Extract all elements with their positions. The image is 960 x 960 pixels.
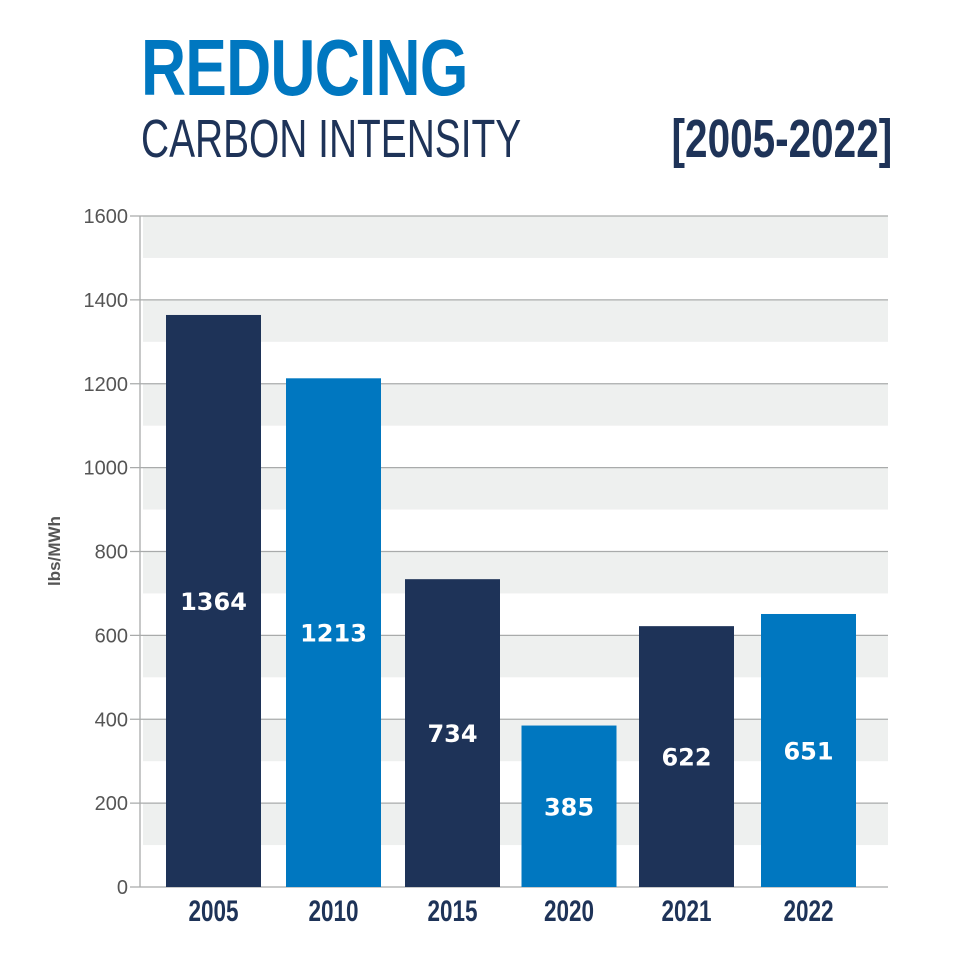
x-tick-label-2015: 2015 [427, 894, 477, 928]
data-label-2022: 651 [783, 737, 833, 765]
bar-2021 [639, 626, 734, 887]
chart-period: [2005-2022] [671, 109, 892, 169]
chart-title: REDUCING [141, 23, 468, 112]
data-label-2020: 385 [544, 793, 594, 821]
x-tick-label-2020: 2020 [544, 894, 594, 928]
bar-2005 [166, 314, 261, 887]
grid-band [143, 383, 888, 426]
grid-band [143, 467, 888, 510]
bar-2010 [286, 378, 381, 887]
data-label-2015: 734 [427, 720, 477, 748]
grid-band [143, 551, 888, 594]
chart-subtitle: CARBON INTENSITY [141, 109, 522, 169]
x-tick-label-2021: 2021 [661, 894, 711, 928]
x-tick-label-2022: 2022 [783, 894, 833, 928]
grid-band [143, 299, 888, 342]
y-axis-label: lbs/MWh [45, 516, 64, 586]
bar-2020 [521, 725, 617, 887]
y-tick-label: 1000 [84, 458, 129, 480]
y-tick-label: 600 [95, 625, 128, 647]
data-label-2021: 622 [661, 744, 711, 772]
y-tick-label: 1200 [84, 374, 129, 396]
grid-band [143, 216, 888, 258]
data-label-2010: 1213 [300, 620, 367, 648]
y-tick-label: 800 [95, 542, 128, 564]
bar-2015 [405, 579, 500, 887]
y-tick-label: 200 [95, 793, 128, 815]
y-tick-label: 1400 [84, 290, 129, 312]
bar-2022 [761, 613, 856, 887]
y-tick-label: 1600 [84, 206, 129, 228]
y-tick-label: 0 [117, 877, 128, 899]
x-tick-label-2010: 2010 [308, 894, 358, 928]
y-tick-label: 400 [95, 709, 128, 731]
x-tick-label-2005: 2005 [188, 894, 238, 928]
data-label-2005: 1364 [180, 588, 247, 616]
